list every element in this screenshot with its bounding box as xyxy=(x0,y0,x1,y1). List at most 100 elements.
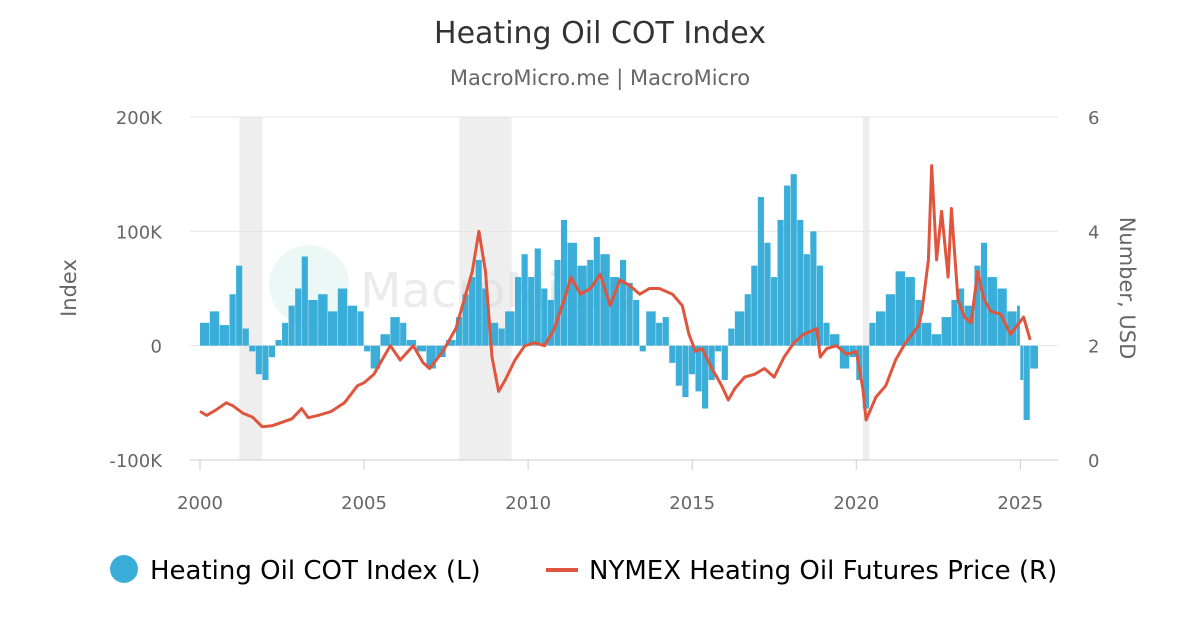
cot-index-bar xyxy=(498,328,505,346)
cot-index-bar xyxy=(505,311,515,346)
cot-index-bar xyxy=(669,345,676,363)
cot-index-bar xyxy=(482,288,489,346)
legend-item-futures-price[interactable]: NYMEX Heating Oil Futures Price (R) xyxy=(546,556,1057,586)
cot-index-bar xyxy=(964,305,974,346)
cot-index-bar xyxy=(708,345,715,380)
cot-index-bar xyxy=(521,254,528,346)
x-tick-label: 2010 xyxy=(505,493,551,514)
cot-index-bar xyxy=(593,237,600,346)
x-tick-label: 2000 xyxy=(177,493,223,514)
cot-index-bar xyxy=(577,265,587,346)
cot-index-bar xyxy=(219,325,230,346)
cot-index-bar xyxy=(469,277,476,346)
cot-index-bar xyxy=(209,311,220,346)
cot-index-bar xyxy=(262,345,269,380)
cot-index-bar xyxy=(1007,311,1017,346)
recession-band xyxy=(862,117,870,460)
cot-index-bar xyxy=(662,317,669,346)
cot-index-bar xyxy=(416,345,427,352)
cot-index-bar xyxy=(528,277,535,346)
right-tick-label: 4 xyxy=(1088,222,1099,243)
cot-index-bar xyxy=(810,231,817,346)
cot-index-bar xyxy=(488,322,499,346)
cot-index-bar xyxy=(347,305,358,346)
cot-index-bar xyxy=(337,288,348,346)
cot-index-bar xyxy=(567,242,577,346)
legend-label-cot-index: Heating Oil COT Index (L) xyxy=(150,556,481,586)
cot-index-bar xyxy=(941,317,952,346)
cot-index-bar xyxy=(554,259,561,346)
cot-index-bar xyxy=(426,345,436,369)
cot-index-bar xyxy=(885,294,896,346)
cot-index-bar xyxy=(721,345,728,380)
cot-index-bar xyxy=(823,322,830,346)
cot-index-bar xyxy=(734,311,745,346)
cot-index-bar xyxy=(803,254,810,346)
cot-index-bar xyxy=(921,322,932,346)
cot-index-bar xyxy=(600,254,610,346)
cot-index-bar xyxy=(560,219,568,346)
legend-item-cot-index[interactable]: Heating Oil COT Index (L) xyxy=(110,555,481,586)
cot-index-bar xyxy=(895,271,906,346)
cot-index-bar xyxy=(515,277,522,346)
cot-index-bar xyxy=(380,334,390,346)
cot-index-bar xyxy=(869,322,876,346)
cot-index-bar xyxy=(905,277,915,346)
cot-index-bar xyxy=(406,339,417,346)
cot-index-bar xyxy=(751,265,758,346)
cot-index-bar xyxy=(229,294,236,346)
cot-index-bar xyxy=(790,174,797,346)
cot-index-bar xyxy=(862,345,869,409)
cot-index-bar xyxy=(249,345,256,352)
cot-index-bar xyxy=(268,345,276,358)
watermark-logo-icon xyxy=(269,245,349,325)
cot-index-bar xyxy=(1020,345,1024,380)
cot-index-bar xyxy=(295,288,302,346)
cot-index-bar xyxy=(702,345,709,409)
cot-index-bar xyxy=(282,322,289,346)
cot-index-bar xyxy=(255,345,262,375)
right-tick-label: 6 xyxy=(1088,108,1099,129)
cot-index-bar xyxy=(951,299,958,346)
cot-index-bar xyxy=(1030,345,1038,369)
futures-price-line xyxy=(199,164,1032,429)
cot-index-bar xyxy=(875,311,886,346)
recession-band xyxy=(239,117,263,460)
cot-index-bar xyxy=(633,299,640,346)
cot-index-bar xyxy=(200,322,210,346)
cot-index-bar xyxy=(797,219,804,346)
x-tick-label: 2015 xyxy=(669,493,715,514)
cot-index-bar xyxy=(816,265,824,346)
legend: Heating Oil COT Index (L) NYMEX Heating … xyxy=(110,555,1057,586)
left-axis-title: Index xyxy=(57,259,81,317)
cot-index-bar xyxy=(400,322,407,346)
cot-index-bar xyxy=(957,288,965,346)
cot-index-bar xyxy=(646,311,656,346)
left-tick-label: 200K xyxy=(116,108,163,129)
cot-index-bar xyxy=(682,345,689,398)
cot-index-bar xyxy=(242,328,249,346)
cot-index-bar xyxy=(770,277,778,346)
cot-index-bar xyxy=(327,311,338,346)
cot-index-bar xyxy=(931,334,942,346)
cot-index-bar xyxy=(688,345,696,375)
cot-index-bar xyxy=(357,311,364,346)
legend-label-futures-price: NYMEX Heating Oil Futures Price (R) xyxy=(589,556,1057,586)
cot-index-bar xyxy=(744,294,751,346)
cot-index-bar xyxy=(728,328,735,346)
cot-index-bar xyxy=(275,339,282,346)
cot-index-bar xyxy=(610,277,620,346)
right-axis-title: Number, USD xyxy=(1115,217,1139,360)
left-tick-label: 100K xyxy=(116,222,163,243)
cot-index-bar xyxy=(364,345,371,352)
cot-index-bar xyxy=(301,256,308,346)
cot-index-bar xyxy=(462,294,469,346)
cot-index-bar xyxy=(715,345,722,352)
chart-subtitle: MacroMicro.me | MacroMicro xyxy=(450,66,750,91)
cot-index-bar xyxy=(541,288,548,346)
cot-index-bar xyxy=(475,259,482,346)
cot-index-bar xyxy=(318,294,328,346)
x-tick-label: 2005 xyxy=(341,493,387,514)
cot-index-bar xyxy=(639,345,646,352)
